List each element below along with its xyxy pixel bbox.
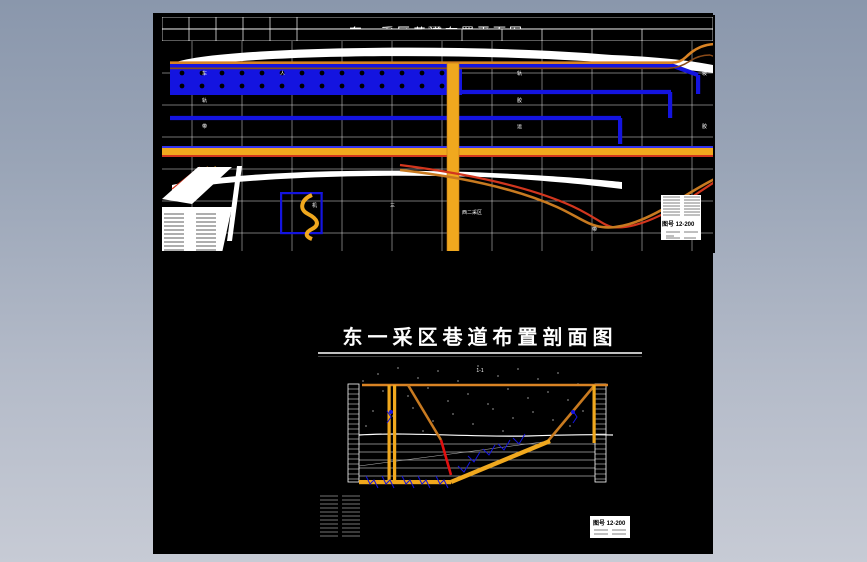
svg-text:车: 车	[202, 70, 207, 77]
svg-text:西二采区: 西二采区	[462, 209, 482, 216]
svg-text:坡: 坡	[702, 70, 707, 77]
svg-text:机: 机	[312, 202, 317, 209]
svg-text:带: 带	[592, 227, 597, 233]
svg-text:胶: 胶	[702, 123, 707, 130]
svg-text:图号 12-200: 图号 12-200	[662, 220, 695, 228]
svg-text:胶: 胶	[517, 97, 522, 104]
svg-text:轨: 轨	[202, 97, 207, 104]
svg-text:人: 人	[280, 71, 285, 77]
svg-text:1-1: 1-1	[476, 368, 483, 374]
svg-text:轨: 轨	[517, 70, 522, 77]
svg-text:东一采区巷道布置剖面图: 东一采区巷道布置剖面图	[343, 325, 618, 349]
svg-text:三: 三	[390, 203, 395, 209]
svg-text:带: 带	[202, 124, 207, 130]
svg-text:图号 12-200: 图号 12-200	[593, 519, 626, 527]
svg-text:运: 运	[517, 123, 522, 130]
